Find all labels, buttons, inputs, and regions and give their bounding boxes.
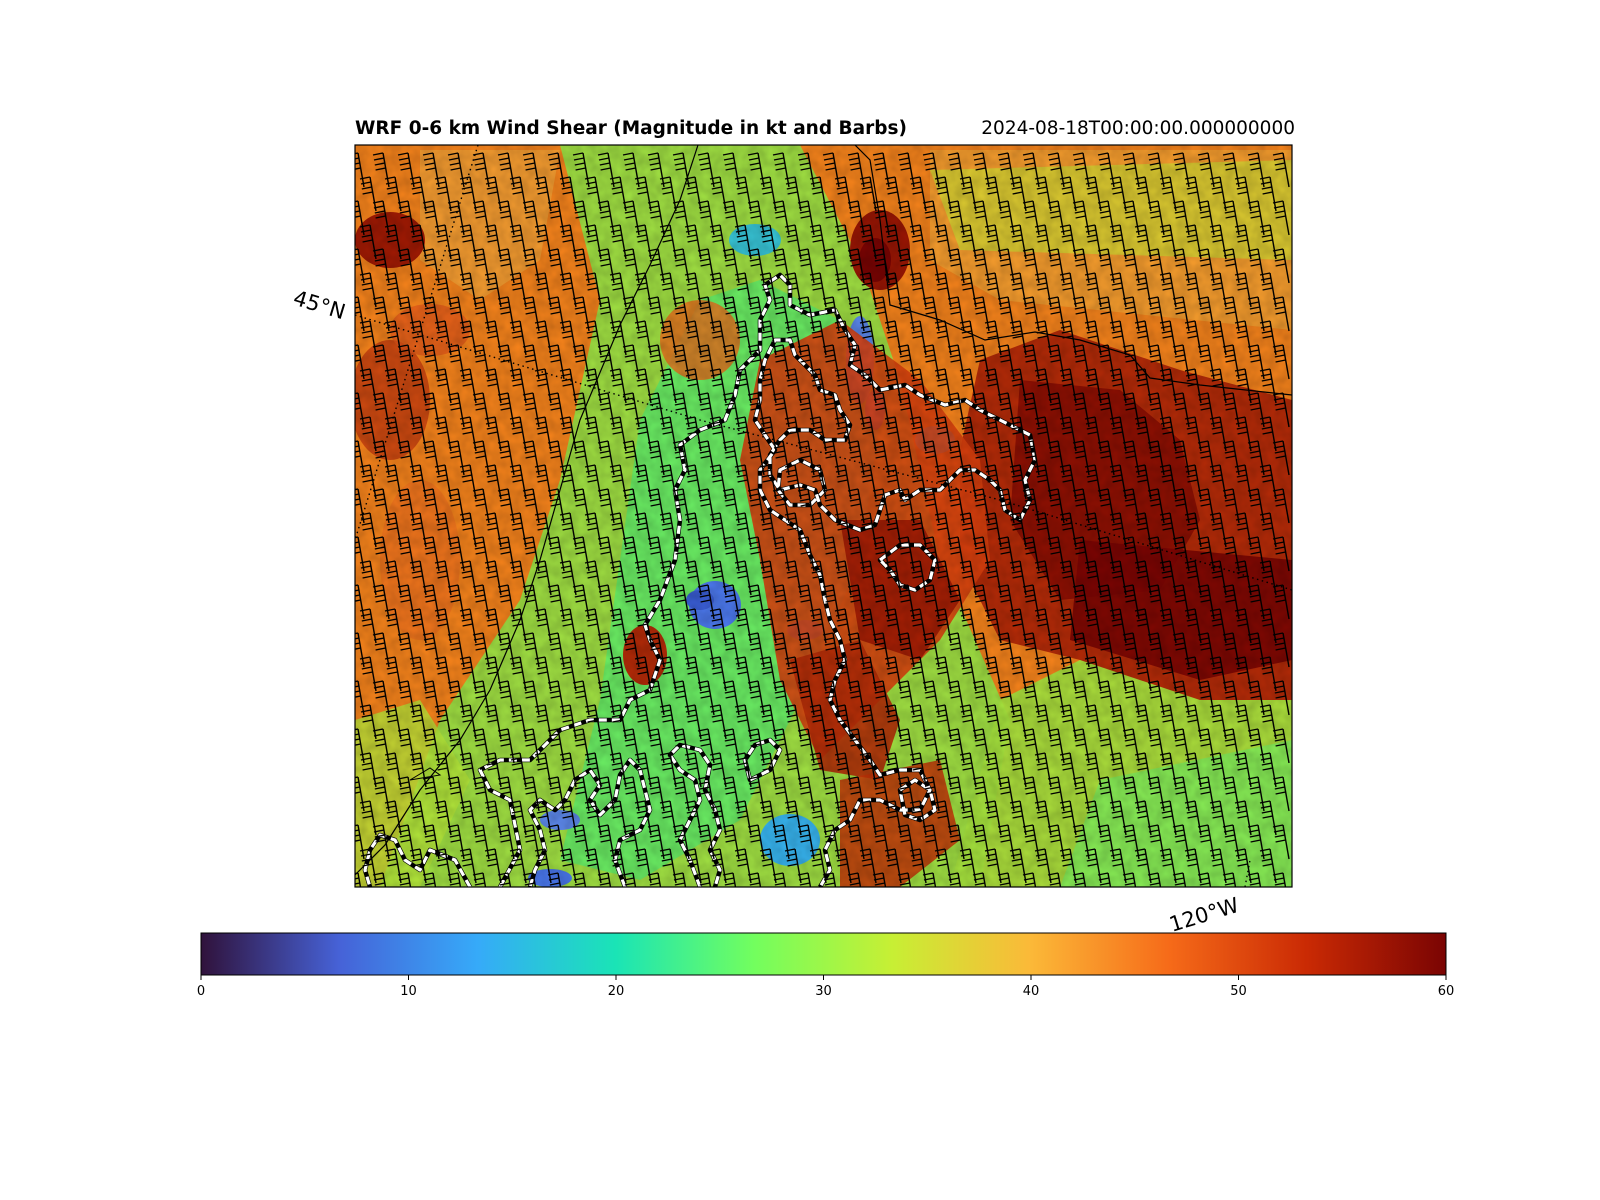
colorbar-tick-label: 10 <box>400 984 417 999</box>
contour-dash <box>776 458 827 507</box>
colorbar-tick-label: 60 <box>1437 984 1455 999</box>
contour-dash <box>898 778 937 822</box>
colorbar-tick-label: 0 <box>196 984 206 999</box>
contour-dash <box>478 273 1037 887</box>
colorbar-tick-label: 30 <box>815 984 832 999</box>
latitude-label-45n: 45°N <box>291 286 349 324</box>
colorbar-tick-label: 20 <box>607 984 625 999</box>
contour-dash <box>743 738 782 782</box>
map-frame <box>354 144 1293 888</box>
contour-dash <box>668 743 722 887</box>
colorbar <box>200 932 1447 976</box>
colorbar-ticks <box>200 975 1447 980</box>
latitude-gridline-45n <box>355 314 1292 591</box>
map-title: WRF 0-6 km Wind Shear (Magnitude in kt a… <box>355 118 907 139</box>
colorbar-tick-label: 50 <box>1230 984 1247 999</box>
contour-dash <box>878 543 937 592</box>
state-boundary <box>355 145 699 876</box>
valid-time: 2024-08-18T00:00:00.000000000 <box>981 118 1295 139</box>
colorbar-tick-label: 40 <box>1022 984 1040 999</box>
longitude-label-120w: 120°W <box>1166 893 1241 937</box>
